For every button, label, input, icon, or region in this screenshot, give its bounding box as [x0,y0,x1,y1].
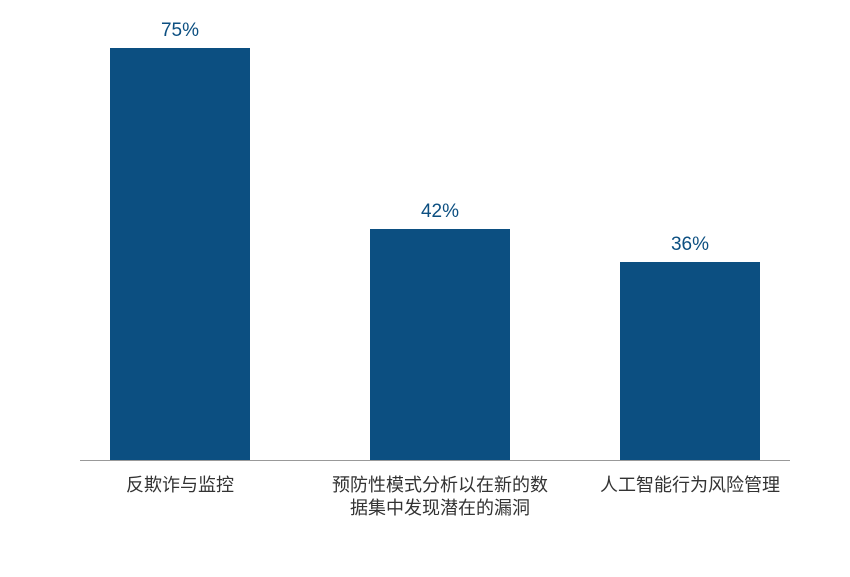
x-axis [80,460,790,461]
bar-value-label: 42% [421,201,459,223]
plot-area: 75%反欺诈与监控42%预防性模式分析以在新的数据集中发现潜在的漏洞36%人工智… [80,20,790,460]
bar: 42% [370,229,510,460]
category-label: 反欺诈与监控 [70,474,290,497]
category-label: 预防性模式分析以在新的数据集中发现潜在的漏洞 [330,474,550,521]
bar-value-label: 75% [161,20,199,42]
bar: 36% [620,262,760,460]
bar-value-label: 36% [671,234,709,256]
bar: 75% [110,48,250,461]
bar-chart: 75% 反欺诈与监控 42% 预防性模式分析以在新的数据集中发现潜在的漏洞 36% 人工智… [0,0,850,577]
category-label: 人工智能行为风险管理 [580,474,800,497]
